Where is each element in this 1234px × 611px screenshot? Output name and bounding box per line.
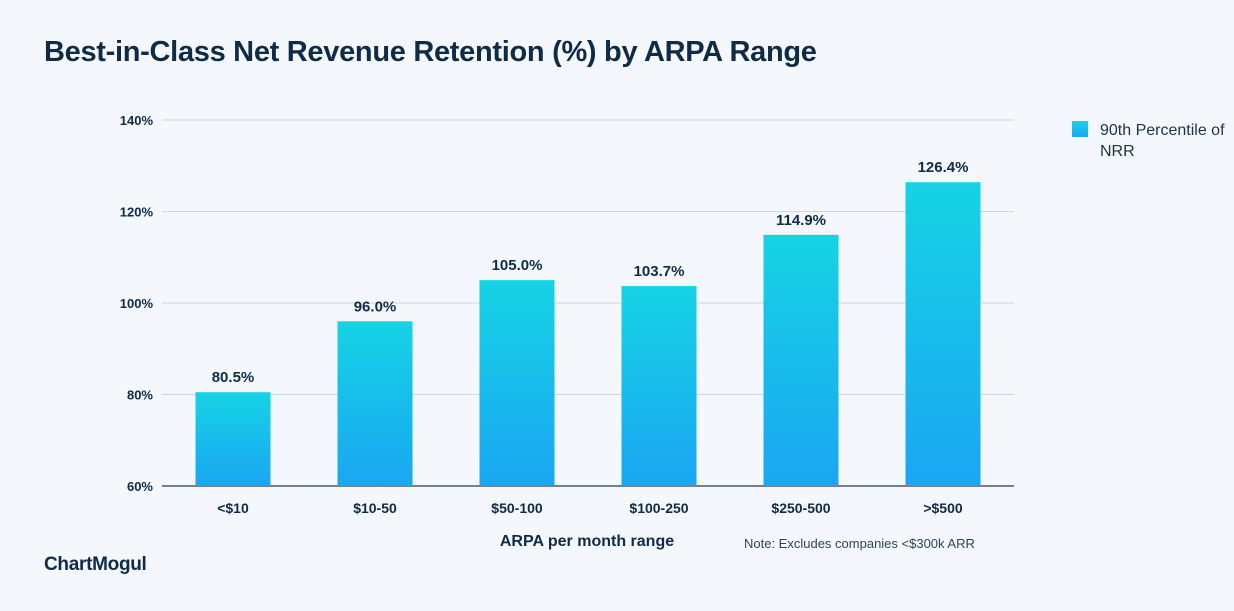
x-axis-title: ARPA per month range xyxy=(499,533,675,550)
x-tick-label: $10-50 xyxy=(353,500,397,516)
data-label: 105.0% xyxy=(492,257,543,274)
data-label: 126.4% xyxy=(918,159,969,176)
x-tick-label: <$10 xyxy=(217,500,249,516)
data-label: 103.7% xyxy=(634,263,685,280)
x-tick-label: $250-500 xyxy=(771,500,830,516)
y-tick-label: 140% xyxy=(120,113,154,128)
y-tick-label: 100% xyxy=(120,296,154,311)
chart-legend: 90th Percentile of NRR xyxy=(1072,120,1234,162)
bar xyxy=(763,234,839,486)
bar xyxy=(621,286,697,486)
footnote: Note: Excludes companies <$300k ARR xyxy=(744,536,975,551)
bar xyxy=(195,392,271,486)
y-tick-label: 60% xyxy=(127,479,153,494)
bar xyxy=(337,321,413,486)
chart-title: Best-in-Class Net Revenue Retention (%) … xyxy=(44,36,817,68)
x-tick-label: $50-100 xyxy=(491,500,543,516)
legend-label: 90th Percentile of NRR xyxy=(1100,122,1225,160)
x-tick-label: $100-250 xyxy=(629,500,688,516)
bar xyxy=(479,280,555,486)
x-tick-label: >$500 xyxy=(923,500,963,516)
brand-logo: ChartMogul xyxy=(44,554,147,575)
legend-swatch xyxy=(1072,121,1088,137)
data-label: 96.0% xyxy=(354,298,397,315)
bar xyxy=(905,182,981,486)
data-label: 80.5% xyxy=(212,369,255,386)
y-tick-label: 80% xyxy=(127,388,153,403)
y-tick-label: 120% xyxy=(120,205,154,220)
data-label: 114.9% xyxy=(776,212,826,229)
